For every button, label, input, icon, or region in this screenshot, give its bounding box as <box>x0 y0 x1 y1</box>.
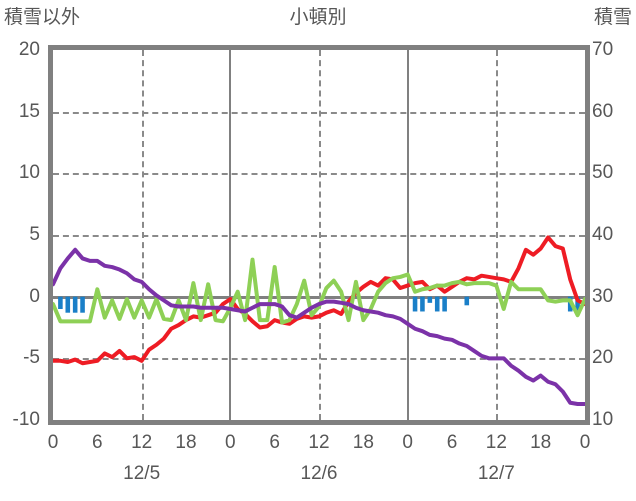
x-axis-tick-label: 0 <box>402 432 413 453</box>
y-axis-right-tick-label: 50 <box>592 162 614 184</box>
chart-title: 小頓別 <box>289 7 347 28</box>
y-axis-left-tick-label: 10 <box>18 162 40 184</box>
snow-bar <box>434 296 440 312</box>
series-line-湿度 <box>53 257 585 325</box>
day-boundary-line <box>406 50 409 420</box>
snow-bar <box>412 296 418 312</box>
y-axis-right-tick-label: 30 <box>592 285 614 307</box>
x-axis-tick-label: 0 <box>47 432 59 453</box>
y-axis-right-tick-label: 20 <box>592 347 614 369</box>
vertical-gridline <box>496 50 499 420</box>
y-axis-right-tick-label: 40 <box>592 224 614 245</box>
vertical-gridline <box>319 50 321 420</box>
day-boundary-line <box>229 50 232 420</box>
x-axis-tick-label: 6 <box>269 432 280 453</box>
snow-bar <box>65 296 71 313</box>
snow-bar <box>575 296 580 312</box>
x-axis-tick-label: 18 <box>175 432 197 453</box>
snow-bar <box>427 296 433 303</box>
x-axis-tick-label: 0 <box>225 432 236 453</box>
plot-inner <box>53 50 585 420</box>
x-axis-tick-label: 12 <box>131 432 153 453</box>
snow-bar <box>58 296 63 309</box>
y-axis-right-tick-label: 60 <box>592 100 614 122</box>
x-axis-tick-label: 18 <box>530 432 552 453</box>
snow-bar <box>420 296 425 312</box>
snow-bar <box>80 296 85 313</box>
y-axis-left-tick-label: -10 <box>12 409 40 430</box>
y-axis-left-tick-label: 15 <box>18 100 40 122</box>
snow-bar <box>442 296 447 312</box>
y-axis-left-tick-label: -5 <box>23 347 40 369</box>
right-axis-title: 積雪 <box>593 7 632 28</box>
x-axis-tick-label: 6 <box>446 432 458 453</box>
left-axis-title: 積雪以外 <box>4 7 81 28</box>
series-line-気温 <box>53 235 585 366</box>
y-axis-right-tick-label: 70 <box>592 39 614 60</box>
y-axis-left-tick-label: 20 <box>18 39 40 60</box>
x-axis-tick-label: 18 <box>352 432 374 453</box>
snow-bar <box>464 296 470 306</box>
y-axis-left-tick-label: 5 <box>29 224 40 245</box>
x-axis-tick-label: 12 <box>308 432 330 453</box>
x-axis-day-label: 12/6 <box>300 463 338 484</box>
x-axis-tick-label: 12 <box>485 432 507 453</box>
x-axis-tick-label: 0 <box>579 432 591 453</box>
series-line-風速 <box>53 247 585 406</box>
y-axis-right-tick-label: 10 <box>592 409 614 430</box>
vertical-gridline <box>141 50 144 420</box>
series-layer <box>53 235 585 406</box>
x-axis-day-label: 12/5 <box>123 463 161 484</box>
plot-area <box>48 45 590 425</box>
y-axis-left-tick-label: 0 <box>29 285 40 307</box>
x-axis-tick-label: 6 <box>92 432 103 453</box>
snow-bar <box>72 296 78 313</box>
x-axis-day-label: 12/7 <box>477 463 515 484</box>
